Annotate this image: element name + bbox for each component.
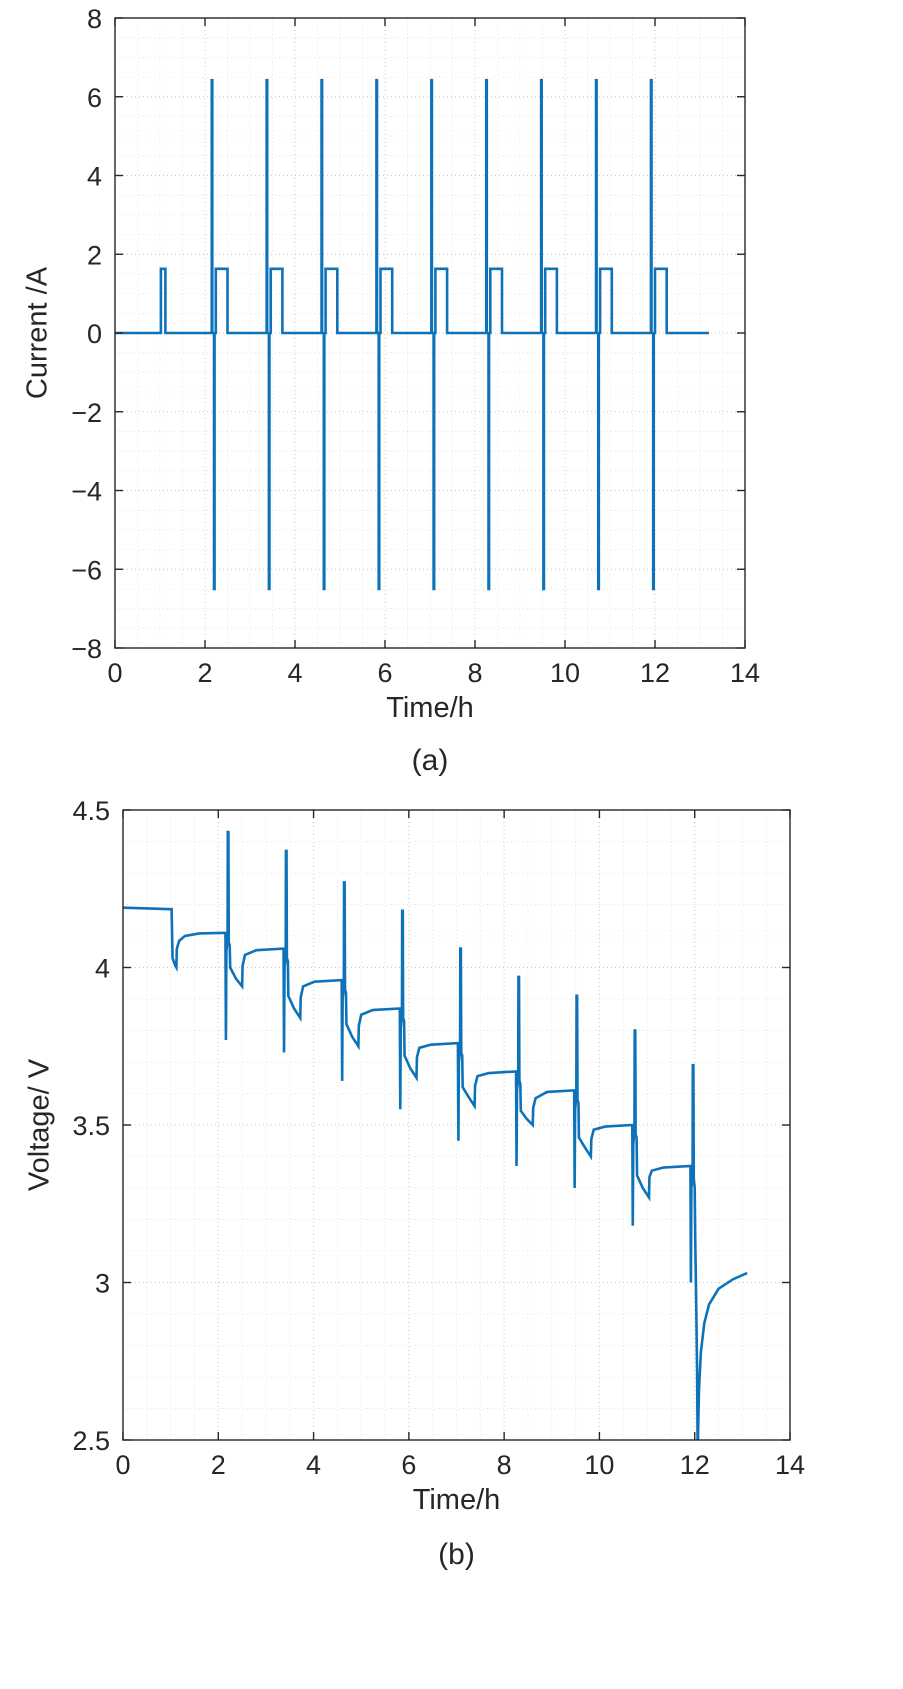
- svg-text:12: 12: [640, 658, 670, 688]
- svg-text:4.5: 4.5: [72, 800, 110, 826]
- svg-text:4: 4: [87, 162, 102, 192]
- svg-text:6: 6: [377, 658, 392, 688]
- current-figure: Current /A 0 2 4 6 8 10 12 14 −8 −6 −4 −2 0 2 4 6 8 Time…: [0, 0, 903, 790]
- svg-text:2.5: 2.5: [72, 1426, 110, 1456]
- voltage-x-axis-label: Time/h: [412, 1484, 501, 1516]
- voltage-figure: Voltage/ V 0 2 4 6 8 10 12 14 2.5 3 3.5 4 4.5 Time/h…: [0, 800, 903, 1689]
- svg-text:8: 8: [87, 4, 102, 34]
- svg-text:0: 0: [115, 1450, 130, 1480]
- svg-text:3.5: 3.5: [72, 1111, 110, 1141]
- svg-text:4: 4: [306, 1450, 321, 1480]
- caption-a: (a): [411, 744, 449, 777]
- svg-text:8: 8: [467, 658, 482, 688]
- svg-text:2: 2: [87, 240, 102, 270]
- svg-text:4: 4: [287, 658, 302, 688]
- svg-text:0: 0: [87, 319, 102, 349]
- svg-text:10: 10: [584, 1450, 614, 1480]
- svg-text:10: 10: [550, 658, 580, 688]
- svg-text:6: 6: [87, 83, 102, 113]
- svg-text:−8: −8: [71, 634, 102, 664]
- svg-text:14: 14: [775, 1450, 805, 1480]
- current-plot: 0 2 4 6 8 10 12 14 −8 −6 −4 −2 0 2 4 6 8: [71, 4, 760, 688]
- svg-text:2: 2: [211, 1450, 226, 1480]
- svg-text:0: 0: [107, 658, 122, 688]
- svg-text:6: 6: [401, 1450, 416, 1480]
- caption-b: (b): [438, 1538, 475, 1571]
- svg-text:12: 12: [680, 1450, 710, 1480]
- svg-text:4: 4: [95, 954, 110, 984]
- svg-text:2: 2: [197, 658, 212, 688]
- svg-text:−4: −4: [71, 477, 102, 507]
- svg-text:14: 14: [730, 658, 760, 688]
- voltage-plot: 0 2 4 6 8 10 12 14 2.5 3 3.5 4 4.5: [72, 800, 805, 1480]
- svg-text:−2: −2: [71, 398, 102, 428]
- svg-text:3: 3: [95, 1269, 110, 1299]
- svg-text:−6: −6: [71, 555, 102, 585]
- svg-text:8: 8: [497, 1450, 512, 1480]
- current-x-axis-label: Time/h: [386, 692, 474, 724]
